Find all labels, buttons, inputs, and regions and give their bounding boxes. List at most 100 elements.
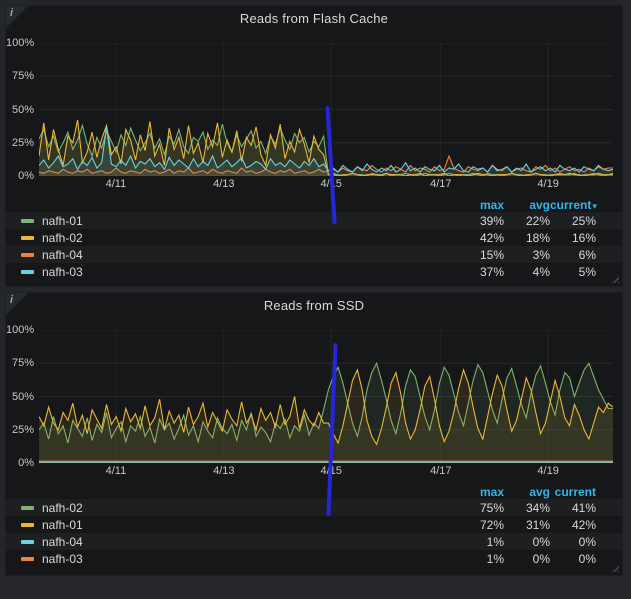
legend-value-current: 42% [571,517,596,532]
x-tick-label: 4/13 [213,178,235,190]
series-line-nafh-02 [39,361,613,444]
legend-sort-avg[interactable]: avg [529,197,550,212]
legend-value-avg: 0% [532,534,550,549]
legend-row[interactable]: nafh-01 39% 22% 25% [6,212,622,229]
series-color-swatch [21,235,34,240]
y-tick-label: 75% [11,357,34,370]
series-color-swatch [21,539,34,544]
legend-value-current: 25% [571,213,596,228]
x-tick-label: 4/19 [537,465,559,477]
x-tick-label: 4/17 [430,465,452,477]
info-icon: i [10,7,14,19]
series-color-swatch [21,252,34,257]
panel-reads-flash-cache: i Reads from Flash Cache 100% 75% 50% 25% 0%… [5,5,623,287]
x-tick-label: 4/19 [537,178,559,190]
info-icon: i [10,294,14,306]
series-name[interactable]: nafh-04 [42,534,83,549]
panel-info-icon[interactable]: i [6,6,28,28]
series-line-nafh-04 [39,154,613,174]
legend: max avg current nafh-02 75% 34% 41% nafh-01 72%… [6,484,622,567]
series-fill-nafh-01 [39,369,613,463]
legend-header: max avg current▾ [6,197,622,212]
series-color-swatch [21,522,34,527]
panel-info-icon[interactable]: i [6,293,28,315]
legend-row[interactable]: nafh-02 42% 18% 16% [6,229,622,246]
x-tick-label: 4/11 [105,178,127,190]
time-series-chart[interactable] [39,43,613,176]
legend-value-current: 41% [571,500,596,515]
series-name[interactable]: nafh-03 [42,264,83,279]
x-axis: 4/114/134/154/174/19 [6,178,624,193]
legend-value-avg: 4% [532,264,550,279]
panel-resize-handle[interactable] [610,563,619,572]
y-tick-label: 75% [11,70,34,83]
y-tick-label: 50% [11,103,34,116]
y-axis: 100% 75% 50% 25% 0% [6,6,34,206]
legend-value-avg: 34% [525,500,550,515]
legend-value-current: 5% [578,264,596,279]
legend-value-avg: 18% [525,230,550,245]
legend-sort-avg[interactable]: avg [529,484,550,499]
legend-value-current: 0% [578,551,596,566]
legend-value-avg: 22% [525,213,550,228]
legend-value-max: 1% [486,534,504,549]
series-name[interactable]: nafh-02 [42,230,83,245]
legend-header: max avg current [6,484,622,499]
series-name[interactable]: nafh-02 [42,500,83,515]
legend-row[interactable]: nafh-04 1% 0% 0% [6,533,622,550]
legend-value-max: 15% [479,247,504,262]
panel-resize-handle[interactable] [610,274,619,283]
legend-row[interactable]: nafh-03 1% 0% 0% [6,550,622,567]
legend-value-avg: 31% [525,517,550,532]
legend-value-max: 42% [479,230,504,245]
panel-title[interactable]: Reads from SSD [263,297,365,313]
legend-row[interactable]: nafh-03 37% 4% 5% [6,263,622,280]
legend-value-avg: 0% [532,551,550,566]
series-name[interactable]: nafh-03 [42,551,83,566]
series-line-nafh-03 [39,126,613,173]
legend-value-max: 37% [479,264,504,279]
legend-sort-max[interactable]: max [479,484,504,499]
y-tick-label: 100% [6,324,35,336]
y-axis: 100% 75% 50% 25% 0% [6,293,34,493]
legend-value-avg: 3% [532,247,550,262]
series-color-swatch [21,218,34,223]
time-series-chart[interactable] [39,330,613,463]
legend-value-max: 1% [486,551,504,566]
legend-row[interactable]: nafh-04 15% 3% 6% [6,246,622,263]
legend-value-current: 16% [571,230,596,245]
x-axis: 4/114/134/154/174/19 [6,465,624,480]
series-color-swatch [21,556,34,561]
legend-value-max: 75% [479,500,504,515]
legend-row[interactable]: nafh-01 72% 31% 42% [6,516,622,533]
y-tick-label: 100% [6,37,35,49]
y-tick-label: 25% [11,136,34,149]
legend-sort-current[interactable]: current▾ [550,197,597,212]
series-color-swatch [21,505,34,510]
sort-caret-icon: ▾ [592,200,597,211]
x-tick-label: 4/17 [430,178,452,190]
series-fill-nafh-02 [39,120,613,176]
series-name[interactable]: nafh-04 [42,247,83,262]
legend-value-max: 39% [479,213,504,228]
legend-value-current: 6% [578,247,596,262]
x-tick-label: 4/11 [105,465,127,477]
legend-rows: nafh-02 75% 34% 41% nafh-01 72% 31% 42% nafh-04 1… [6,499,622,567]
series-fill-nafh-02 [39,363,613,463]
y-tick-label: 0% [18,170,34,182]
legend-rows: nafh-01 39% 22% 25% nafh-02 42% 18% 16% nafh-04 1… [6,212,622,280]
series-name[interactable]: nafh-01 [42,213,83,228]
series-color-swatch [21,269,34,274]
legend-value-max: 72% [479,517,504,532]
series-line-nafh-02 [39,119,613,176]
legend-sort-current[interactable]: current [554,484,596,499]
legend-row[interactable]: nafh-02 75% 34% 41% [6,499,622,516]
panel-reads-ssd: i Reads from SSD 100% 75% 50% 25% 0% 4/11 4/1… [5,292,623,576]
series-name[interactable]: nafh-01 [42,517,83,532]
series-line-nafh-01 [39,368,613,446]
x-tick-label: 4/13 [213,465,235,477]
legend: max avg current▾ nafh-01 39% 22% 25% nafh-02 42… [6,197,622,280]
legend-sort-max[interactable]: max [479,197,504,212]
panel-title[interactable]: Reads from Flash Cache [239,10,389,26]
